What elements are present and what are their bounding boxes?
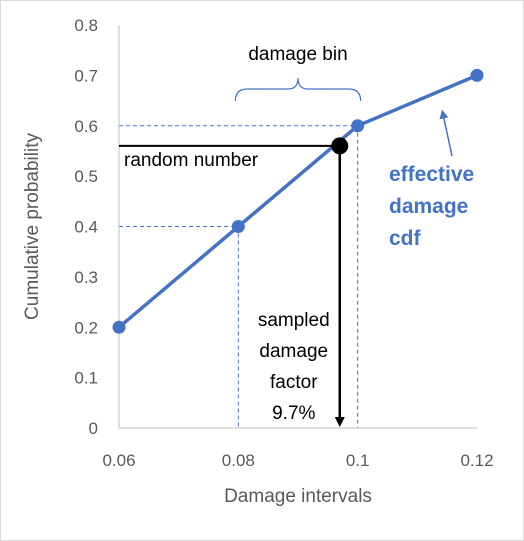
cdf-label-arrow <box>439 109 453 157</box>
y-tick-label: 0.5 <box>74 167 98 186</box>
damage-bin-label: damage bin <box>248 44 347 65</box>
cdf-data-point <box>351 119 365 133</box>
cdf-data-point <box>470 68 484 82</box>
cdf-data-point <box>231 220 245 233</box>
cdf-series-line <box>117 73 478 329</box>
y-tick-label: 0.4 <box>74 218 98 237</box>
cdf-series-label: cdf <box>389 227 422 250</box>
x-axis-title: Damage intervals <box>224 486 372 507</box>
y-tick-label: 0.3 <box>74 268 98 287</box>
cdf-series-label: effective <box>389 163 474 186</box>
cdf-data-point <box>112 320 126 334</box>
x-tick-label: 0.06 <box>102 451 135 470</box>
y-axis-title: Cumulative probability <box>22 133 43 320</box>
sampled-factor-label: 9.7% <box>272 403 315 424</box>
y-tick-label: 0.1 <box>74 369 98 388</box>
sampled-factor-label: damage <box>259 341 328 362</box>
random-number-label: random number <box>124 150 259 171</box>
sampled-factor-label: factor <box>270 372 318 393</box>
y-tick-label: 0 <box>89 419 98 438</box>
x-tick-label: 0.1 <box>346 451 370 470</box>
damage-bin-brace <box>234 77 362 102</box>
sampled-factor-label: sampled <box>258 310 330 331</box>
sampled-point-marker <box>331 137 349 155</box>
y-tick-label: 0.6 <box>74 117 98 136</box>
y-tick-label: 0.2 <box>74 318 98 337</box>
cdf-series-label: damage <box>389 195 468 218</box>
x-tick-label: 0.12 <box>460 451 493 470</box>
y-tick-label: 0.8 <box>74 16 98 35</box>
x-tick-label: 0.08 <box>222 451 255 470</box>
y-tick-label: 0.7 <box>74 66 98 85</box>
